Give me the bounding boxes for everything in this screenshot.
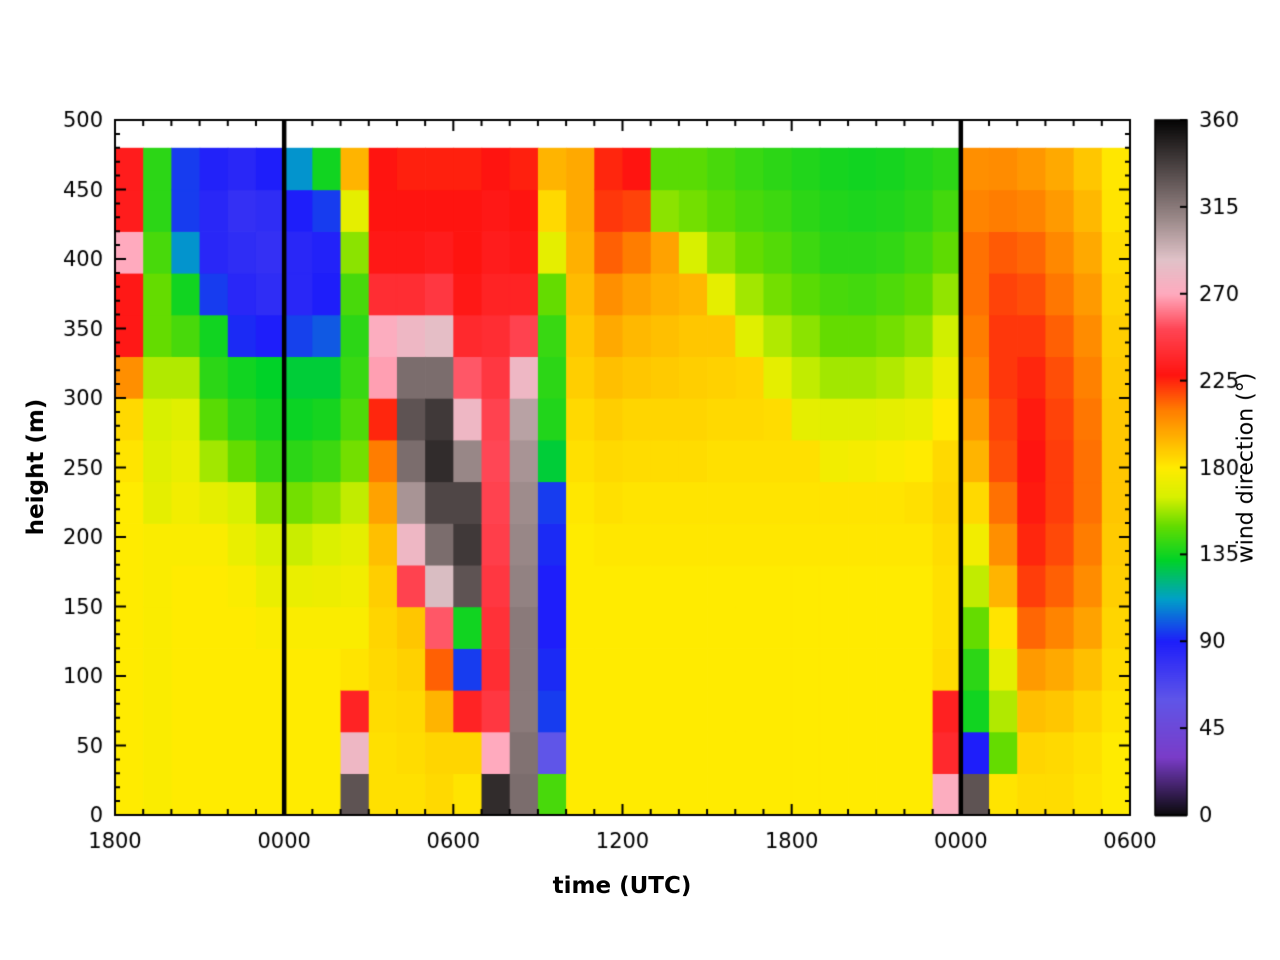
x-axis-label: time (UTC) [552, 873, 692, 899]
colorbar-label: wind direction (°) [1233, 372, 1259, 564]
y-axis-label: height (m) [23, 398, 49, 536]
